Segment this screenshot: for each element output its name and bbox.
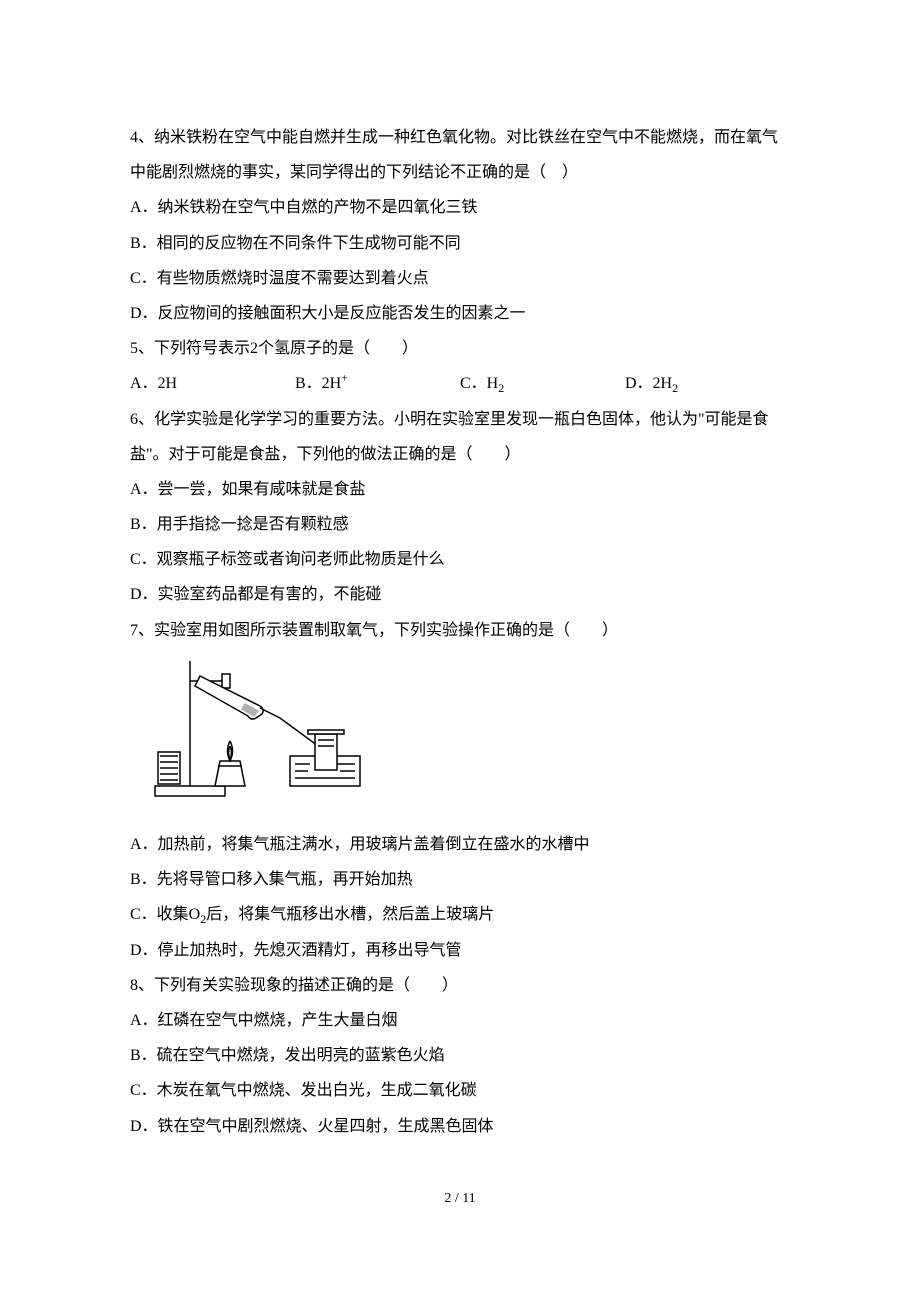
- question-5-option-b: B．2H+: [295, 366, 460, 401]
- question-7-option-b: B．先将导管口移入集气瓶，再开始加热: [130, 862, 790, 897]
- question-6-option-a: A．尝一尝，如果有咸味就是食盐: [130, 472, 790, 507]
- question-5-option-a: A．2H: [130, 366, 295, 401]
- question-4: 4、纳米铁粉在空气中能自燃并生成一种红色氧化物。对比铁丝在空气中不能燃烧，而在氧…: [130, 120, 790, 331]
- question-5-option-c: C．H2: [460, 366, 625, 401]
- question-7-option-c: C．收集O2后，将集气瓶移出水槽，然后盖上玻璃片: [130, 897, 790, 932]
- question-7: 7、实验室用如图所示装置制取氧气，下列实验操作正确的是（ ）: [130, 613, 790, 968]
- apparatus-diagram: [130, 656, 790, 819]
- question-6-stem: 6、化学实验是化学学习的重要方法。小明在实验室里发现一瓶白色固体，他认为"可能是…: [130, 402, 790, 472]
- question-6-option-b: B．用手指捻一捻是否有颗粒感: [130, 507, 790, 542]
- question-8-stem: 8、下列有关实验现象的描述正确的是（ ）: [130, 968, 790, 1003]
- question-6-option-c: C．观察瓶子标签或者询问老师此物质是什么: [130, 542, 790, 577]
- question-6-option-d: D．实验室药品都是有害的，不能碰: [130, 577, 790, 612]
- question-4-option-a: A．纳米铁粉在空气中自燃的产物不是四氧化三铁: [130, 190, 790, 225]
- question-8-option-a: A．红磷在空气中燃烧，产生大量白烟: [130, 1003, 790, 1038]
- page-number: 2 / 11: [130, 1184, 790, 1215]
- question-5-option-d: D．2H2: [625, 366, 790, 401]
- question-7-option-a: A．加热前，将集气瓶注满水，用玻璃片盖着倒立在盛水的水槽中: [130, 827, 790, 862]
- question-6: 6、化学实验是化学学习的重要方法。小明在实验室里发现一瓶白色固体，他认为"可能是…: [130, 402, 790, 613]
- question-8-option-c: C．木炭在氧气中燃烧、发出白光，生成二氧化碳: [130, 1073, 790, 1108]
- question-4-stem: 4、纳米铁粉在空气中能自燃并生成一种红色氧化物。对比铁丝在空气中不能燃烧，而在氧…: [130, 120, 790, 190]
- question-5-stem: 5、下列符号表示2个氢原子的是（ ）: [130, 331, 790, 366]
- question-5: 5、下列符号表示2个氢原子的是（ ） A．2H B．2H+ C．H2 D．2H2: [130, 331, 790, 401]
- question-5-options-row: A．2H B．2H+ C．H2 D．2H2: [130, 366, 790, 401]
- question-7-stem: 7、实验室用如图所示装置制取氧气，下列实验操作正确的是（ ）: [130, 613, 790, 648]
- question-8: 8、下列有关实验现象的描述正确的是（ ） A．红磷在空气中燃烧，产生大量白烟 B…: [130, 968, 790, 1144]
- question-4-option-d: D．反应物间的接触面积大小是反应能否发生的因素之一: [130, 296, 790, 331]
- question-8-option-d: D．铁在空气中剧烈燃烧、火星四射，生成黑色固体: [130, 1109, 790, 1144]
- question-4-option-b: B．相同的反应物在不同条件下生成物可能不同: [130, 226, 790, 261]
- question-8-option-b: B．硫在空气中燃烧，发出明亮的蓝紫色火焰: [130, 1038, 790, 1073]
- question-4-option-c: C．有些物质燃烧时温度不需要达到着火点: [130, 261, 790, 296]
- question-7-option-d: D．停止加热时，先熄灭酒精灯，再移出导气管: [130, 933, 790, 968]
